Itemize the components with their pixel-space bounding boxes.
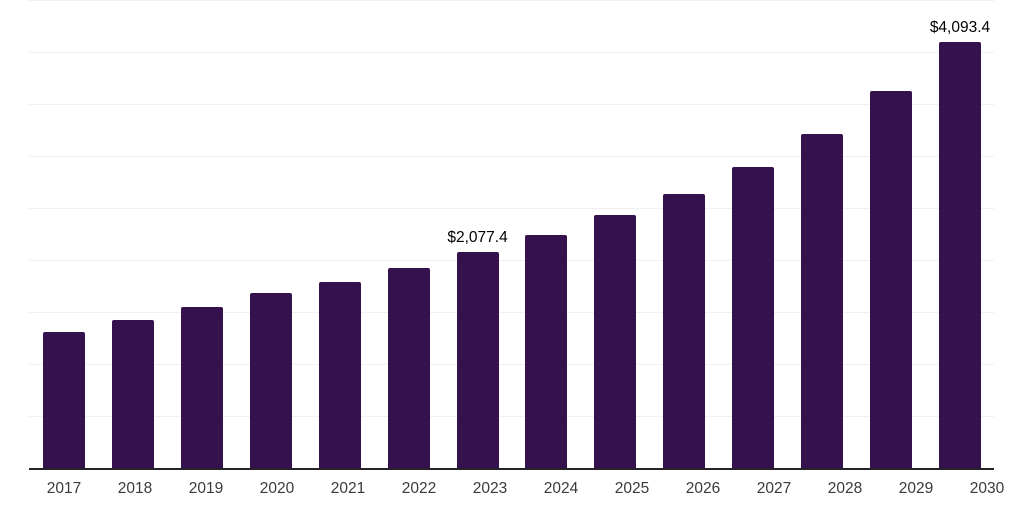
bar-slot-2027	[732, 0, 775, 468]
x-tick-2029: 2029	[898, 480, 934, 497]
bar-slot-2028	[801, 0, 844, 468]
gridline-3000	[29, 156, 994, 158]
bar-2024	[525, 235, 568, 468]
bar-slot-2030: $4,093.4	[930, 0, 990, 468]
x-tick-2027: 2027	[756, 480, 792, 497]
bar-2017	[43, 332, 85, 468]
bar-2020	[249, 293, 292, 468]
x-tick-2019: 2019	[188, 480, 224, 497]
bar-2028	[801, 133, 844, 468]
bar-slot-2029	[870, 0, 913, 468]
x-tick-2018: 2018	[117, 480, 153, 497]
bar-slot-2020	[249, 0, 292, 468]
gridline-1000	[29, 364, 994, 366]
bar-2026	[663, 193, 706, 468]
bar-slot-2026	[663, 0, 706, 468]
bar-slot-2018	[111, 0, 154, 468]
x-tick-2025: 2025	[614, 480, 650, 497]
x-tick-2022: 2022	[401, 480, 437, 497]
value-label-2023: $2,077.4	[447, 228, 508, 246]
gridline-4000	[29, 52, 994, 54]
bar-2021	[318, 282, 361, 468]
gridline-4500	[29, 0, 994, 1]
bar-2030	[938, 42, 981, 468]
bar-2025	[594, 214, 637, 468]
gridline-2000	[29, 260, 994, 262]
bar-slot-2021	[318, 0, 361, 468]
bar-slot-2023: $2,077.4	[447, 0, 508, 468]
x-tick-2023: 2023	[472, 480, 508, 497]
bar-2022	[387, 268, 430, 468]
value-label-2030: $4,093.4	[929, 19, 991, 37]
bar-slot-2017	[43, 0, 85, 468]
bar-2023	[456, 251, 499, 468]
x-tick-2024: 2024	[543, 480, 579, 497]
x-tick-2028: 2028	[827, 480, 863, 497]
bar-slot-2025	[594, 0, 637, 468]
bars: $2,077.4 $4,093.4	[29, 0, 994, 468]
bar-slot-2022	[387, 0, 430, 468]
gridline-500	[29, 416, 994, 418]
gridline-2500	[29, 208, 994, 209]
x-tick-2017: 2017	[46, 480, 82, 497]
gridline-1500	[29, 312, 994, 314]
bar-2019	[180, 307, 223, 468]
x-tick-2030: 2030	[969, 480, 1005, 497]
bar-2029	[870, 90, 913, 468]
plot-area: $2,077.4 $4,093.4	[29, 0, 994, 470]
bar-slot-2024	[525, 0, 568, 468]
bar-2027	[732, 166, 775, 468]
x-axis: 2017 2018 2019 2020 2021 2022 2023 2024 2025 2026…	[29, 480, 1021, 498]
x-tick-2026: 2026	[685, 480, 721, 497]
gridline-3500	[29, 104, 994, 105]
bar-2018	[111, 320, 154, 468]
x-tick-2021: 2021	[330, 480, 366, 497]
x-tick-2020: 2020	[259, 480, 295, 497]
bar-slot-2019	[180, 0, 223, 468]
